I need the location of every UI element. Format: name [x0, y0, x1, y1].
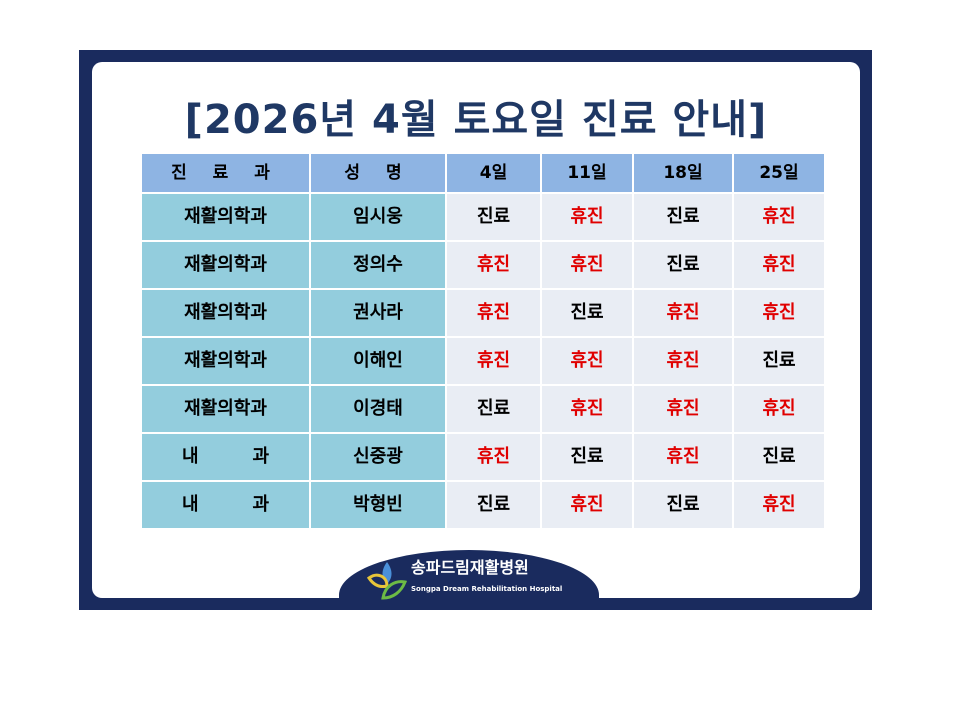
table-row: 재활의학과 정의수 휴진 휴진 진료 휴진 [140, 240, 826, 290]
schedule-cell: 진료 [732, 336, 826, 386]
table-row: 재활의학과 이경태 진료 휴진 휴진 휴진 [140, 384, 826, 434]
schedule-cell: 진료 [732, 432, 826, 482]
schedule-cell: 휴진 [540, 336, 634, 386]
column-header: 진 료 과 [140, 152, 311, 194]
schedule-cell: 휴진 [540, 192, 634, 242]
department-cell: 재활의학과 [140, 384, 311, 434]
schedule-cell: 진료 [540, 288, 634, 338]
schedule-cell: 진료 [632, 240, 734, 290]
doctor-name-cell: 박형빈 [309, 480, 447, 530]
schedule-cell: 휴진 [732, 240, 826, 290]
logo-english: Songpa Dream Rehabilitation Hospital [411, 585, 563, 593]
department-cell: 재활의학과 [140, 192, 311, 242]
schedule-cell: 휴진 [540, 384, 634, 434]
doctor-name-cell: 이경태 [309, 384, 447, 434]
doctor-name-cell: 이해인 [309, 336, 447, 386]
schedule-cell: 휴진 [445, 240, 542, 290]
doctor-name-cell: 정의수 [309, 240, 447, 290]
schedule-cell: 진료 [445, 192, 542, 242]
department-cell: 내 과 [140, 432, 311, 482]
schedule-cell: 휴진 [445, 336, 542, 386]
schedule-cell: 휴진 [445, 288, 542, 338]
schedule-cell: 휴진 [732, 384, 826, 434]
schedule-cell: 휴진 [540, 240, 634, 290]
schedule-cell: 휴진 [632, 288, 734, 338]
column-header: 성 명 [309, 152, 447, 194]
table-row: 내 과 박형빈 진료 휴진 진료 휴진 [140, 480, 826, 530]
schedule-cell: 휴진 [632, 432, 734, 482]
schedule-cell: 휴진 [732, 288, 826, 338]
department-cell: 재활의학과 [140, 288, 311, 338]
schedule-cell: 진료 [445, 384, 542, 434]
table-body: 재활의학과 임시웅 진료 휴진 진료 휴진 재활의학과 정의수 휴진 휴진 진료 휴진 재활의학과 권사라… [140, 192, 826, 530]
column-header: 11일 [540, 152, 634, 194]
table-row: 재활의학과 권사라 휴진 진료 휴진 휴진 [140, 288, 826, 338]
schedule-cell: 진료 [632, 192, 734, 242]
schedule-cell: 휴진 [732, 192, 826, 242]
doctor-name-cell: 신중광 [309, 432, 447, 482]
logo-korean: 송파드림재활병원 [411, 558, 529, 577]
department-cell: 재활의학과 [140, 240, 311, 290]
schedule-cell: 휴진 [632, 384, 734, 434]
column-header: 4일 [445, 152, 542, 194]
leaf-icon [367, 562, 407, 600]
department-cell: 내 과 [140, 480, 311, 530]
schedule-cell: 진료 [540, 432, 634, 482]
schedule-cell: 휴진 [540, 480, 634, 530]
doctor-name-cell: 권사라 [309, 288, 447, 338]
schedule-cell: 휴진 [632, 336, 734, 386]
schedule-cell: 진료 [632, 480, 734, 530]
table-row: 재활의학과 이해인 휴진 휴진 휴진 진료 [140, 336, 826, 386]
schedule-cell: 진료 [445, 480, 542, 530]
column-header: 25일 [732, 152, 826, 194]
table-row: 내 과 신중광 휴진 진료 휴진 진료 [140, 432, 826, 482]
page-title: [2026년 4월 토요일 진료 안내] [184, 97, 768, 143]
column-header: 18일 [632, 152, 734, 194]
schedule-cell: 휴진 [732, 480, 826, 530]
department-cell: 재활의학과 [140, 336, 311, 386]
doctor-name-cell: 임시웅 [309, 192, 447, 242]
schedule-cell: 휴진 [445, 432, 542, 482]
table-row: 재활의학과 임시웅 진료 휴진 진료 휴진 [140, 192, 826, 242]
